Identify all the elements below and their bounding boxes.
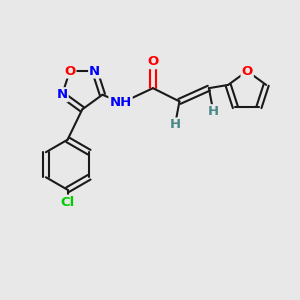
Text: NH: NH <box>110 96 132 110</box>
Text: Cl: Cl <box>60 196 75 208</box>
Text: H: H <box>169 118 181 131</box>
Text: O: O <box>64 64 75 77</box>
Text: O: O <box>242 64 253 78</box>
Text: O: O <box>147 55 159 68</box>
Text: N: N <box>57 88 68 101</box>
Text: H: H <box>208 105 219 118</box>
Text: N: N <box>89 64 100 77</box>
